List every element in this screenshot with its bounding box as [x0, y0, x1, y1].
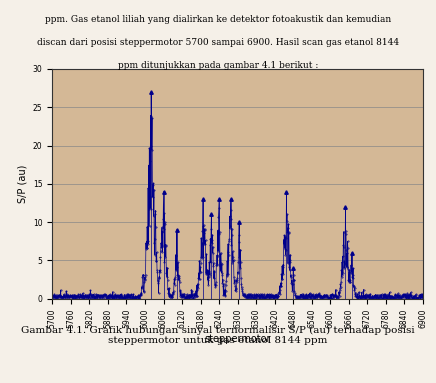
Text: ppm ditunjukkan pada gambar 4.1 berikut :: ppm ditunjukkan pada gambar 4.1 berikut …: [118, 61, 318, 70]
X-axis label: steppermotor: steppermotor: [204, 334, 271, 344]
Text: ppm. Gas etanol liliah yang dialirkan ke detektor fotoakustik dan kemudian: ppm. Gas etanol liliah yang dialirkan ke…: [45, 15, 391, 24]
Text: Gambar 4.1. Grafik hubungan sinyal ternormalisir S/P (au) terhadap posisi
steppe: Gambar 4.1. Grafik hubungan sinyal terno…: [21, 326, 415, 345]
Text: discan dari posisi steppermotor 5700 sampai 6900. Hasil scan gas etanol 8144: discan dari posisi steppermotor 5700 sam…: [37, 38, 399, 47]
Y-axis label: S/P (au): S/P (au): [17, 165, 27, 203]
